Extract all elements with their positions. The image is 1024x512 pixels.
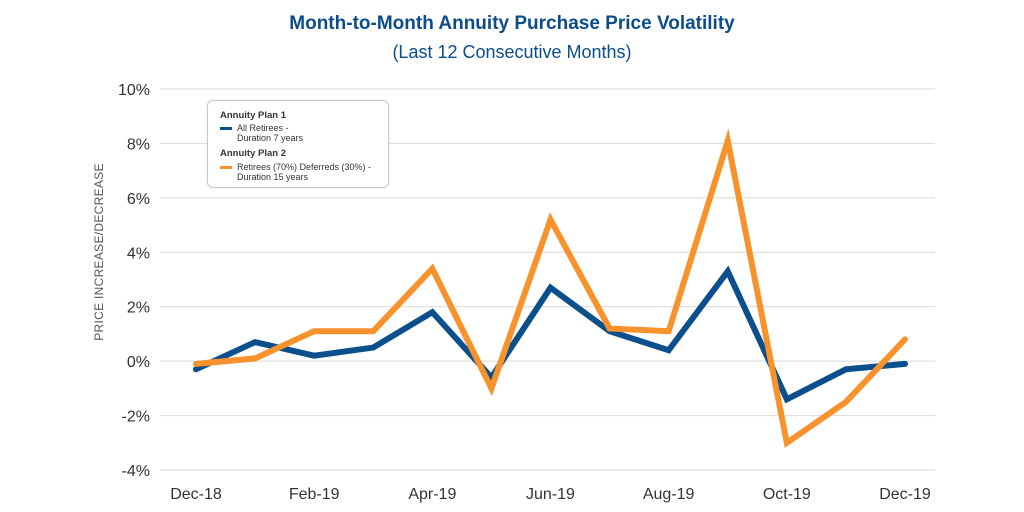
series-lines (193, 128, 908, 448)
x-tick-label: Jun-19 (526, 486, 575, 503)
data-point (254, 357, 256, 359)
x-tick-labels: Dec-18 Feb-19 Apr-19 Jun-19 Aug-19 Oct-19 Dec-… (170, 486, 931, 503)
x-tick-label: Oct-19 (763, 486, 811, 503)
y-tick-label: 6% (127, 191, 150, 208)
data-point (904, 338, 906, 340)
legend-entry-2-line1: Retirees (70%) Deferreds (30%) - (237, 162, 372, 172)
legend-entry-1-line2: Duration 7 years (237, 133, 304, 143)
legend-entry-1-line1: All Retirees - (237, 123, 289, 133)
series-2 (193, 128, 908, 448)
y-tick-label: 4% (127, 245, 150, 262)
y-tick-labels: -4% -2% 0% 2% 4% 6% 8% 10% (118, 82, 150, 480)
legend-group-2: Annuity Plan 2 (220, 148, 286, 159)
data-point (845, 368, 847, 370)
legend-group-1: Annuity Plan 1 (220, 110, 286, 121)
data-point (668, 349, 670, 351)
x-tick-label: Aug-19 (643, 486, 695, 503)
data-point (727, 270, 729, 272)
chart-legend: Annuity Plan 1 All Retirees - Duration 7… (207, 100, 389, 188)
y-tick-label: 0% (127, 354, 150, 371)
data-point (845, 401, 847, 403)
data-point (195, 363, 197, 365)
data-point (490, 387, 492, 389)
data-point (786, 442, 788, 444)
data-point (431, 311, 433, 313)
chart-subtitle: (Last 12 Consecutive Months) (392, 42, 632, 62)
x-tick-label: Feb-19 (289, 486, 340, 503)
data-point (550, 287, 551, 289)
y-tick-label: 10% (118, 82, 150, 99)
data-point (372, 347, 374, 349)
data-point (195, 368, 197, 370)
data-point (431, 268, 433, 270)
data-point (254, 341, 256, 343)
legend-swatch-2 (220, 166, 232, 169)
chart-title: Month-to-Month Annuity Purchase Price Vo… (289, 13, 735, 34)
data-point (609, 327, 611, 329)
legend-swatch-1 (220, 127, 232, 130)
y-tick-label: -2% (122, 409, 150, 426)
grid-lines (160, 88, 935, 471)
data-point (904, 363, 906, 365)
x-tick-label: Dec-19 (879, 486, 931, 503)
legend-entry-2-line2: Duration 15 years (237, 172, 309, 182)
x-tick-label: Dec-18 (170, 486, 222, 503)
y-tick-label: 8% (127, 136, 150, 153)
x-tick-label: Apr-19 (408, 486, 456, 503)
data-point (668, 330, 670, 332)
data-point (313, 330, 315, 332)
y-tick-label: -4% (122, 463, 150, 480)
data-point (313, 355, 315, 357)
data-point (490, 376, 492, 378)
y-axis-label: PRICE INCREASE/DECREASE (92, 163, 106, 341)
data-point (786, 398, 788, 400)
data-point (372, 330, 374, 332)
data-point (550, 219, 551, 221)
data-point (727, 140, 729, 142)
y-tick-label: 2% (127, 300, 150, 317)
